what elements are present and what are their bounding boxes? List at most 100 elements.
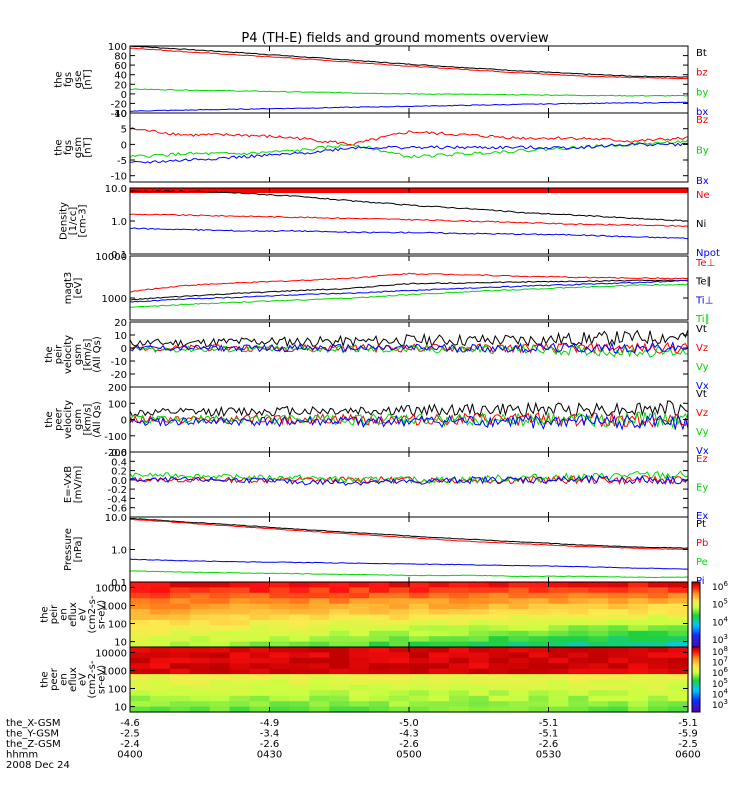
colorbar-cell (692, 660, 700, 663)
spectrogram-cell (608, 619, 629, 626)
spectrogram-cell (249, 652, 271, 659)
spectrogram-cell (468, 641, 490, 648)
spectrogram-cell (508, 652, 530, 659)
spectrogram-cell (588, 657, 609, 664)
y-axis-label-line: [nPa] (73, 536, 84, 562)
y-axis-label: Pressure[nPa] (63, 528, 84, 571)
spectrogram-cell (329, 668, 350, 675)
spectrogram-cell (329, 592, 350, 599)
spectrogram-cell (169, 668, 191, 675)
spectrogram-cell (409, 598, 430, 605)
spectrogram-cell (668, 657, 689, 664)
spectrogram-cell (389, 674, 410, 681)
spectrogram-cell (349, 641, 370, 648)
panel-frame (129, 451, 689, 518)
y-axis-label-line: velocity (63, 335, 74, 374)
spectrogram-cell (369, 592, 390, 599)
series-line-Pe (129, 570, 689, 579)
spectrogram-cell (369, 652, 390, 659)
legend-label: Npot (696, 248, 720, 259)
legend-label: Pe (696, 557, 708, 568)
panel-frame (129, 187, 689, 255)
spectrogram-cell (229, 598, 251, 605)
spectrogram-cell (468, 598, 490, 605)
spectrogram-cell (548, 619, 569, 626)
colorbar-cell (692, 709, 700, 713)
spectrogram-cell (309, 592, 330, 599)
series-line-Pb (129, 518, 689, 550)
spectrogram-cell (269, 668, 290, 675)
spectrogram-cell (209, 695, 231, 702)
spectrogram-cell (428, 609, 450, 616)
spectrogram-cell (389, 657, 410, 664)
spectrogram-cell (229, 582, 251, 588)
spectrogram-cell (628, 603, 649, 610)
footer-value: -5.9 (678, 729, 698, 740)
spectrogram-cell (668, 603, 689, 610)
spectrogram-cell (528, 657, 550, 664)
spectrogram-cell (528, 695, 550, 702)
spectrogram-cell (548, 592, 569, 599)
spectrogram-cell (149, 587, 171, 594)
spectrogram-cell (488, 674, 510, 681)
y-axis-label-line: eV (78, 673, 89, 686)
spectrogram-cell (130, 592, 151, 599)
legend-label: Vz (696, 408, 708, 419)
colorbar-cell (692, 690, 700, 693)
spectrogram-cell (588, 695, 609, 702)
spectrogram-cell (488, 690, 510, 697)
colorbar-cell (692, 653, 700, 657)
colorbar-cell (692, 701, 700, 704)
spectrogram-cell (409, 619, 430, 626)
spectrogram-cell (269, 592, 290, 599)
spectrogram-cell (409, 614, 430, 621)
y-tick-label: 1000 (102, 294, 127, 305)
spectrogram-cell (349, 582, 370, 588)
spectrogram-cell (189, 636, 211, 643)
spectrogram-cell (309, 625, 330, 632)
spectrogram-cell (588, 679, 609, 686)
spectrogram-cell (149, 582, 171, 588)
spectrogram-cell (229, 663, 251, 670)
spectrogram-cell (289, 636, 310, 643)
colorbar-cell (692, 627, 700, 631)
y-tick-label: 100 (108, 620, 127, 631)
legend-label: Pb (696, 538, 708, 549)
y-tick-label: 200 (108, 383, 127, 394)
y-tick-label: 1000 (102, 667, 127, 678)
spectrogram-cell (608, 636, 629, 643)
spectrogram-cell (289, 582, 310, 588)
spectrogram-cell (229, 630, 251, 637)
spectrogram-cell (229, 668, 251, 675)
spectrogram-cell (588, 630, 609, 637)
spectrogram-cell (488, 695, 510, 702)
spectrogram-cell (189, 587, 211, 594)
spectrogram-cell (349, 657, 370, 664)
spectrogram-cell (648, 706, 669, 713)
spectrogram-cell (528, 592, 550, 599)
spectrogram-cell (349, 603, 370, 610)
y-axis-label-line: sr-eV) (97, 665, 108, 694)
footer-value: -2.6 (399, 739, 419, 750)
colorbar-cell (692, 608, 700, 611)
y-tick-label: 10.0 (105, 513, 127, 524)
series-line-Vt (129, 329, 689, 348)
colorbar-cell (692, 601, 700, 605)
spectrogram-cell (588, 614, 609, 621)
y-axis-label-line: sr-eV) (97, 600, 108, 629)
spectrogram-cell (428, 587, 450, 594)
spectrogram-cell (209, 598, 231, 605)
spectrogram-cell (269, 625, 290, 632)
y-tick-label: 0.2 (111, 467, 127, 478)
spectrogram-cell (289, 657, 310, 664)
y-axis-label-line: the (44, 411, 55, 427)
spectrogram-cell (448, 614, 470, 621)
series-line-Pt (130, 518, 689, 549)
spectrogram-cell (169, 663, 191, 670)
spectrogram-cell (468, 663, 490, 670)
spectrogram-cell (568, 674, 589, 681)
series-line-Vy (129, 343, 689, 358)
footer-value: -3.4 (260, 729, 280, 740)
spectrogram-cell (648, 625, 669, 632)
spectrogram-cell (508, 641, 530, 648)
